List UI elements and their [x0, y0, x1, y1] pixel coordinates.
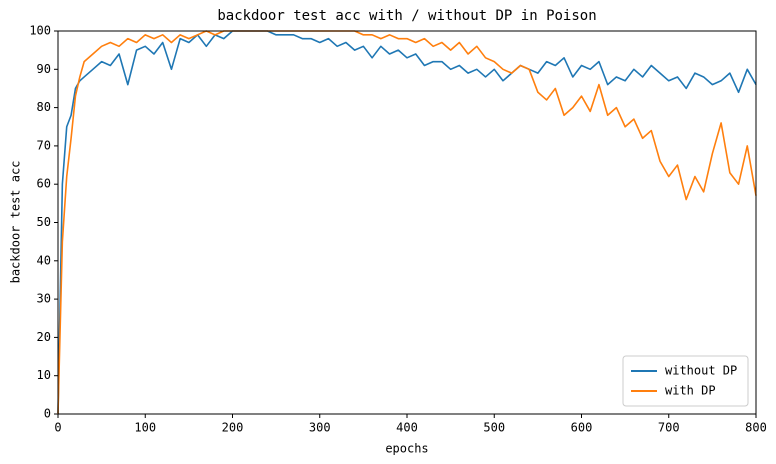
- x-tick-label: 700: [658, 421, 680, 435]
- x-tick-label: 400: [396, 421, 418, 435]
- y-tick-label: 100: [29, 24, 51, 38]
- x-tick-label: 800: [745, 421, 767, 435]
- legend-label: with DP: [665, 384, 716, 398]
- legend-label: without DP: [665, 364, 737, 378]
- y-axis-label: backdoor test acc: [9, 161, 23, 284]
- y-tick-label: 40: [37, 253, 51, 267]
- x-tick-label: 200: [222, 421, 244, 435]
- y-tick-label: 90: [37, 62, 51, 76]
- y-tick-label: 80: [37, 100, 51, 114]
- x-tick-label: 500: [483, 421, 505, 435]
- y-tick-label: 60: [37, 177, 51, 191]
- y-tick-label: 20: [37, 330, 51, 344]
- x-axis-label: epochs: [385, 442, 428, 456]
- x-tick-label: 600: [571, 421, 593, 435]
- data-line: [57, 30, 757, 415]
- x-tick-label: 300: [309, 421, 331, 435]
- data-line: [57, 30, 757, 415]
- x-tick-label: 100: [134, 421, 156, 435]
- chart-title: backdoor test acc with / without DP in P…: [217, 8, 596, 24]
- legend-box: [622, 355, 749, 407]
- y-tick-label: 50: [37, 215, 51, 229]
- y-tick-label: 70: [37, 138, 51, 152]
- x-tick-label: 0: [54, 421, 61, 435]
- plot-frame: [57, 30, 757, 415]
- y-tick-label: 0: [44, 407, 51, 421]
- y-tick-label: 30: [37, 292, 51, 306]
- y-tick-label: 10: [37, 368, 51, 382]
